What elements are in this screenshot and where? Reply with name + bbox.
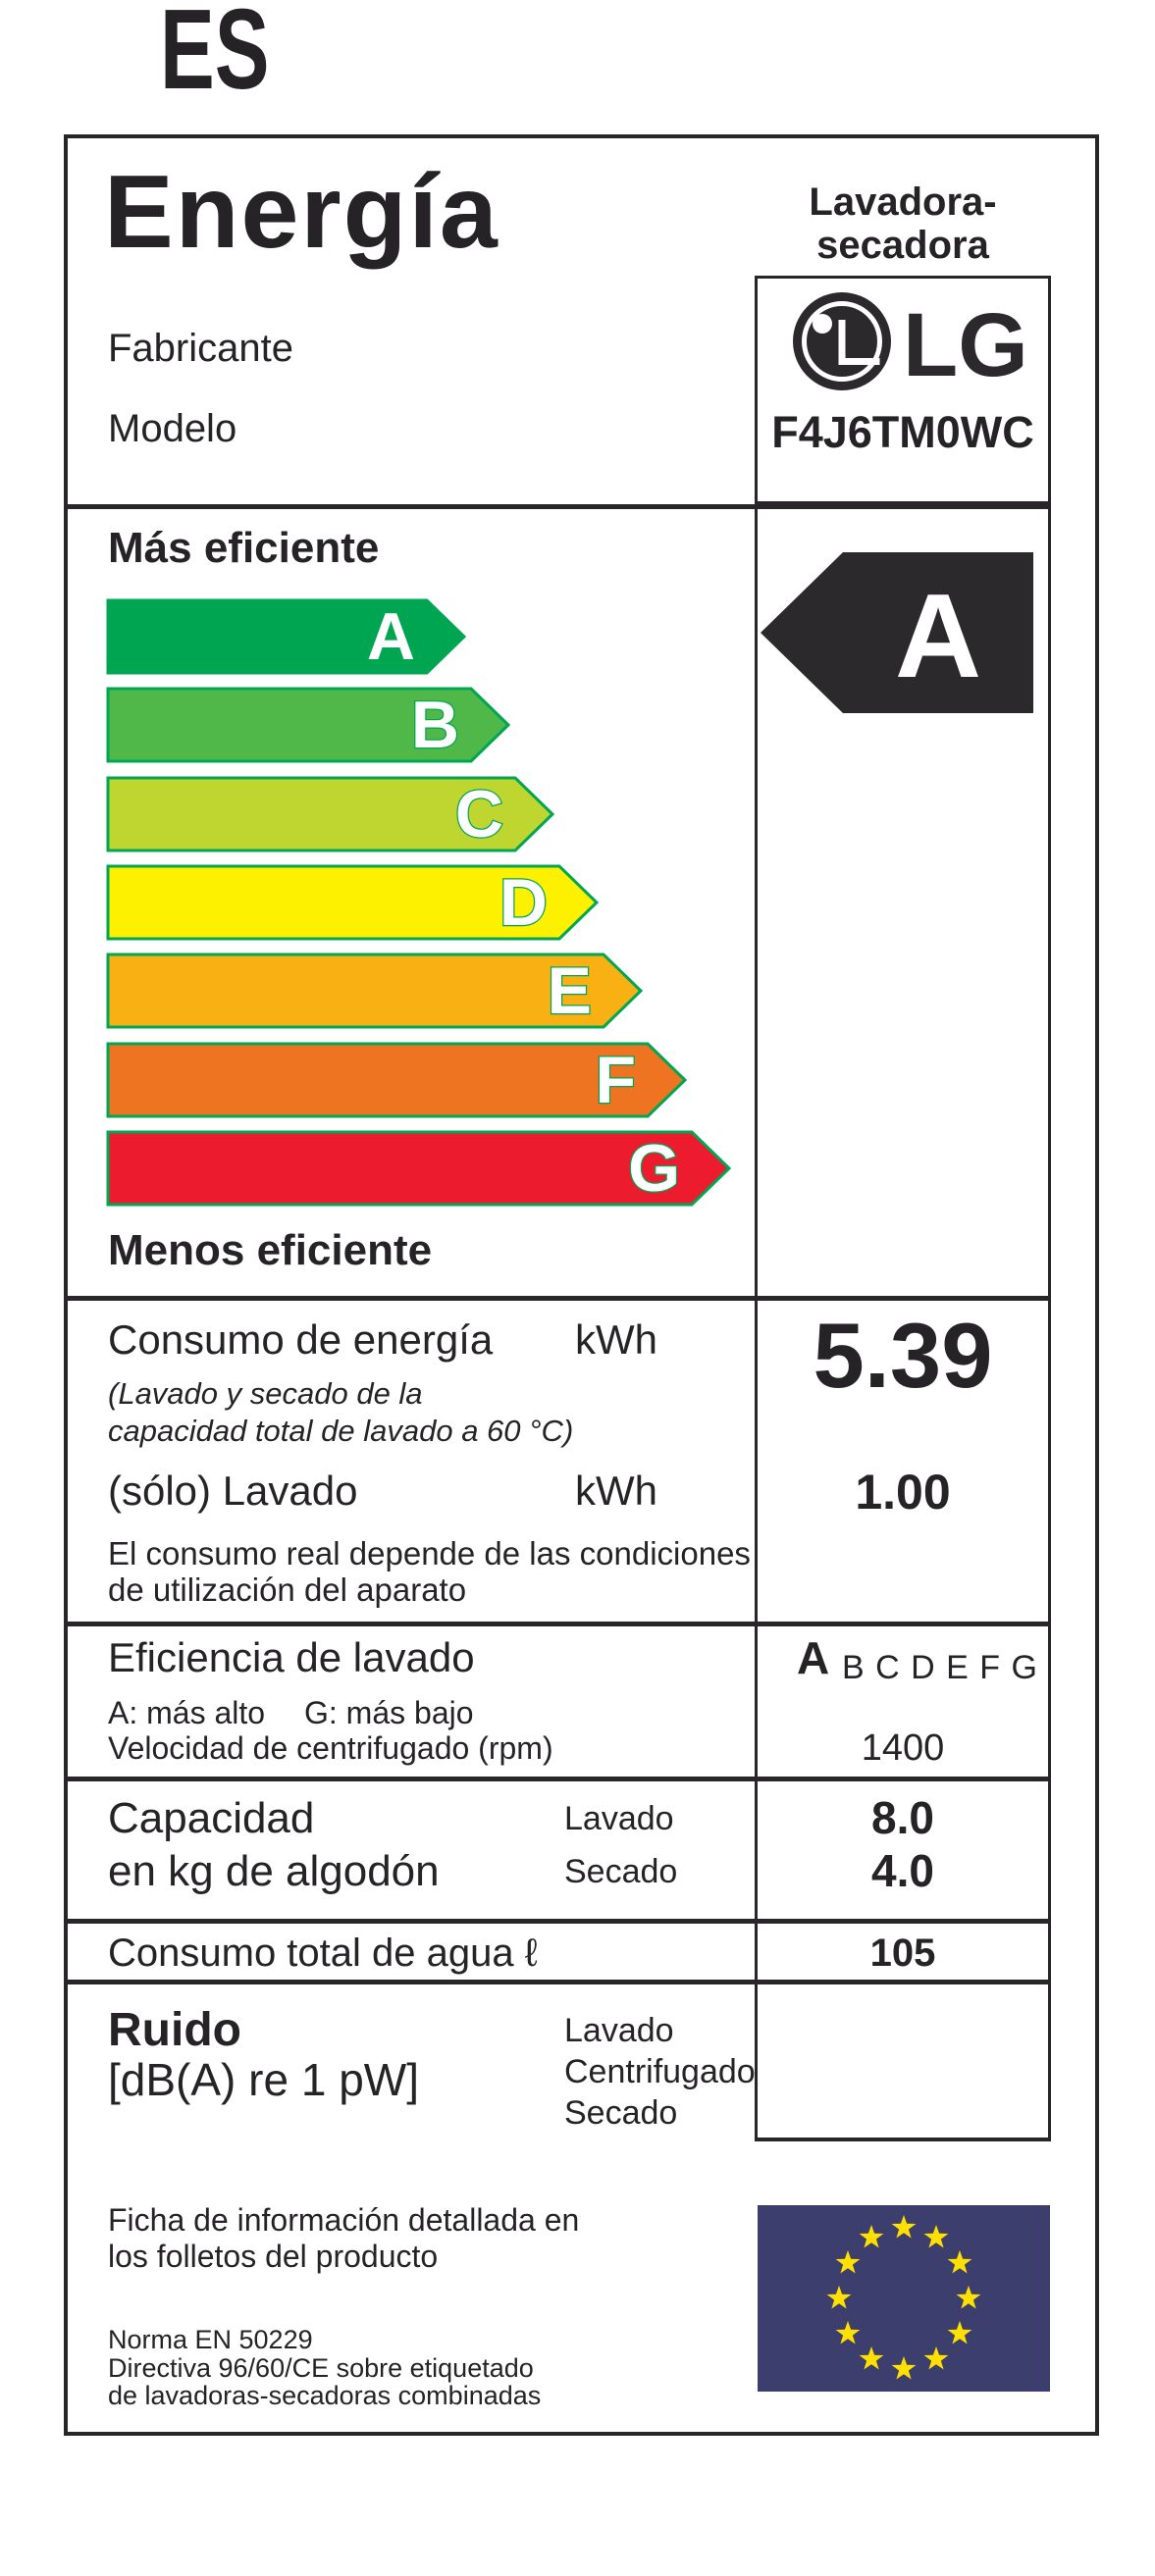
efficiency-bar-e-letter: E [548,953,592,1028]
efficiency-bar-c-shape [106,776,555,852]
capacity-label-line2: en kg de algodón [108,1847,440,1895]
divider-water [68,1980,1051,1984]
capacity-label-line1: Capacidad [108,1794,315,1842]
fiche-note-line1: Ficha de información detallada en [108,2202,580,2238]
efficiency-bar-b-shape [106,687,511,763]
efficiency-bar-c-letter: C [455,777,503,851]
brand-model-box [755,276,1051,504]
label-frame [64,134,1099,2436]
washing-legend-low: G: más bajo [304,1695,474,1730]
efficiency-bar-b-letter: B [411,688,459,762]
efficiency-bar-g: G [106,1130,732,1207]
efficiency-bar-f-shape [106,1042,688,1118]
standard-line3: de lavadoras-secadoras combinadas [108,2381,542,2410]
capacity-dry-label: Secado [564,1853,678,1890]
noise-item-dry: Secado [564,2094,678,2132]
water-consumption-value: 105 [869,1932,936,1975]
energy-unit: kWh [575,1316,657,1363]
more-efficient-label: Más eficiente [108,524,380,572]
efficiency-bar-g-shape [106,1130,732,1207]
washing-grade-others: B C D E F G [842,1649,1038,1686]
manufacturer-label: Fabricante [108,327,293,370]
energy-value: 5.39 [813,1304,993,1407]
divider-washing [68,1777,1051,1781]
noise-label-line2: [dB(A) re 1 pW] [108,2054,419,2105]
column-divider [755,504,758,2141]
energy-consumption-label: Consumo de energía [108,1316,494,1363]
efficiency-bar-f-letter: F [595,1043,636,1117]
lg-wordmark: LG [903,295,1028,395]
standard-line2: Directiva 96/60/CE sobre etiquetado [108,2353,534,2383]
divider-header [68,504,1051,509]
spin-speed-value: 1400 [861,1727,945,1769]
efficiency-bar-g-letter: G [628,1131,680,1206]
noise-item-wash: Lavado [564,2012,674,2049]
lg-logo-eye [813,314,832,334]
lg-logo-inner-ring [802,301,882,382]
efficiency-bar-c: C [106,776,555,852]
lg-logo: LG [793,292,1028,395]
water-consumption-label: Consumo total de agua ℓ [108,1932,538,1975]
capacity-wash-value: 8.0 [871,1792,934,1843]
energy-note-line2: capacidad total de lavado a 60 °C) [108,1414,574,1448]
capacity-wash-label: Lavado [564,1800,674,1837]
wash-only-label: (sólo) Lavado [108,1468,358,1514]
noise-box-bottom-rule [755,2138,1051,2141]
rating-arrow-shape [761,552,1033,713]
efficiency-bar-a-letter: A [367,599,415,674]
wash-only-unit: kWh [575,1468,657,1514]
washing-legend-high: A: más alto [108,1695,266,1730]
noise-label-line1: Ruido [108,2004,241,2056]
divider-capacity [68,1919,1051,1924]
efficiency-bar-d-letter: D [499,865,548,940]
efficiency-bar-e: E [106,953,644,1029]
efficiency-bar-a-shape [106,598,467,675]
washing-grade-best: A [797,1632,830,1683]
efficiency-bar-d: D [106,864,600,941]
efficiency-bar-a: A [106,598,467,675]
rating-arrow-letter: A [895,569,981,702]
energy-disclaimer-line1: El consumo real depende de las condicion… [108,1535,751,1571]
capacity-dry-value: 4.0 [871,1845,934,1896]
lg-logo-l-stem [838,320,846,365]
model-value: F4J6TM0WC [771,407,1034,457]
efficiency-bar-b: B [106,687,511,763]
washing-efficiency-label: Eficiencia de lavado [108,1634,475,1680]
language-code: ES [160,0,270,113]
standard-line1: Norma EN 50229 [108,2325,313,2354]
lg-logo-l-foot [838,358,880,365]
model-label: Modelo [108,407,237,450]
appliance-type-line1: Lavadora- [809,180,997,224]
energy-disclaimer-line2: de utilización del aparato [108,1571,467,1608]
divider-scale [68,1296,1051,1301]
page-title: Energía [104,154,499,270]
efficiency-bar-e-shape [106,953,644,1029]
energy-note-line1: (Lavado y secado de la [108,1376,423,1411]
wash-only-value: 1.00 [855,1465,951,1520]
efficiency-bar-d-shape [106,864,600,941]
appliance-type-line2: secadora [816,224,989,267]
efficiency-bar-f: F [106,1042,688,1118]
eu-flag [758,2205,1050,2392]
less-efficient-label: Menos eficiente [108,1226,433,1274]
fiche-note-line2: los folletos del producto [108,2239,439,2274]
spin-speed-label: Velocidad de centrifugado (rpm) [108,1730,553,1766]
rating-arrow: A [761,552,1033,713]
table-right-edge [1048,504,1051,2141]
noise-item-spin: Centrifugado [564,2053,756,2090]
divider-energy [68,1622,1051,1626]
